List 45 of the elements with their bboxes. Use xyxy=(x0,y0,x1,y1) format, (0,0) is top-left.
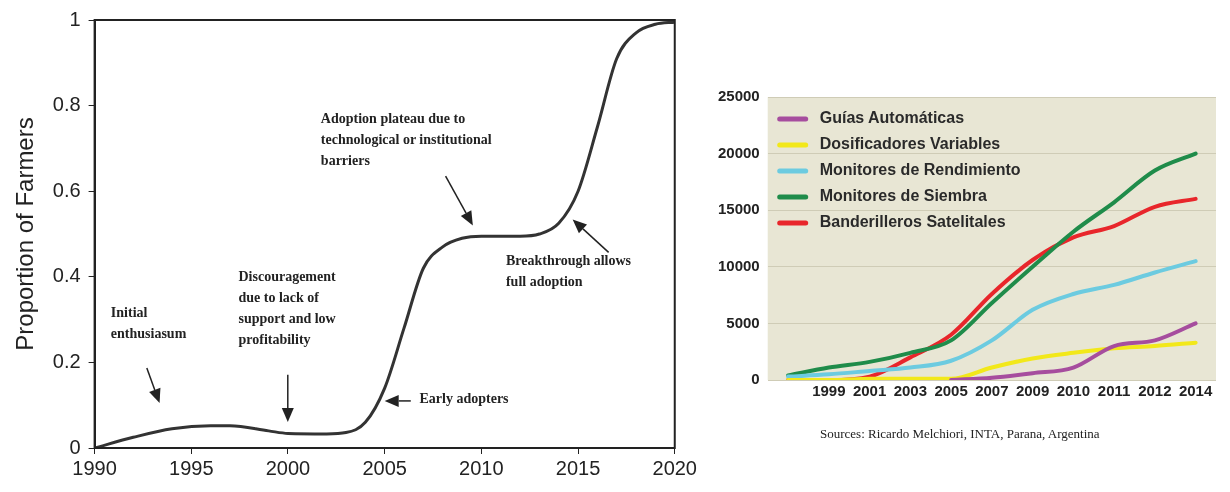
x-tick-label: 1995 xyxy=(169,456,214,479)
x-tick-label: 2012 xyxy=(1138,382,1172,400)
x-tick-label: 1990 xyxy=(72,456,117,479)
annotation: Early adopters xyxy=(419,391,510,407)
x-tick-label: 2011 xyxy=(1097,382,1131,400)
x-tick-label: 2009 xyxy=(1015,382,1050,400)
y-tick-label: 0.2 xyxy=(52,349,81,372)
line-series xyxy=(786,259,1198,379)
y-tick-label: 1 xyxy=(69,7,81,30)
annotation: Adoption plateau due to technological or institutional barriers xyxy=(320,110,492,168)
x-tick-label: 2003 xyxy=(893,382,928,400)
y-tick-label: 20000 xyxy=(717,143,760,161)
line-series xyxy=(786,151,1198,378)
y-tick-label: 10000 xyxy=(717,256,760,274)
legend-label: Monitores de Siembra xyxy=(819,187,987,205)
x-tick-label: 2010 xyxy=(1056,382,1091,400)
y-tick-label: 15000 xyxy=(717,200,760,218)
x-tick-label: 1999 xyxy=(812,382,846,400)
x-tick-label: 2014 xyxy=(1178,382,1213,400)
legend-label: Dosificadores Variables xyxy=(819,135,1001,153)
x-tick-label: 2005 xyxy=(934,382,968,400)
y-tick-label: 0 xyxy=(69,435,81,458)
line-series xyxy=(786,340,1198,380)
x-tick-label: 2007 xyxy=(975,382,1009,400)
x-tick-label: 2020 xyxy=(652,456,697,479)
x-tick-label: 2000 xyxy=(265,456,311,479)
legend-label: Guías Automáticas xyxy=(819,109,965,127)
annotation: Breakthrough allows full adoption xyxy=(505,253,632,290)
source-note: Sources: Ricardo Melchiori, INTA, Parana, Argentina xyxy=(820,426,1100,442)
y-tick-label: 5000 xyxy=(726,313,760,331)
x-tick-label: 2005 xyxy=(362,456,407,479)
y-axis-title: Proportion of Farmers xyxy=(11,117,39,351)
y-tick-label: 0.6 xyxy=(52,178,81,201)
legend-label: Banderilleros Satelitales xyxy=(819,213,1006,231)
y-tick-label: 0.4 xyxy=(52,264,81,287)
legend-label: Monitores de Rendimiento xyxy=(819,161,1021,179)
x-tick-label: 2010 xyxy=(459,456,504,479)
annotation: Initial enthusiasum xyxy=(110,305,187,342)
x-tick-label: 2015 xyxy=(555,456,601,479)
y-tick-label: 25000 xyxy=(717,87,760,105)
y-tick-label: 0 xyxy=(751,370,760,388)
x-tick-label: 2001 xyxy=(852,382,887,400)
y-tick-label: 0.8 xyxy=(52,93,81,116)
annotation: Discouragement due to lack of support and low profitability xyxy=(238,268,337,347)
line-series xyxy=(949,321,1198,380)
